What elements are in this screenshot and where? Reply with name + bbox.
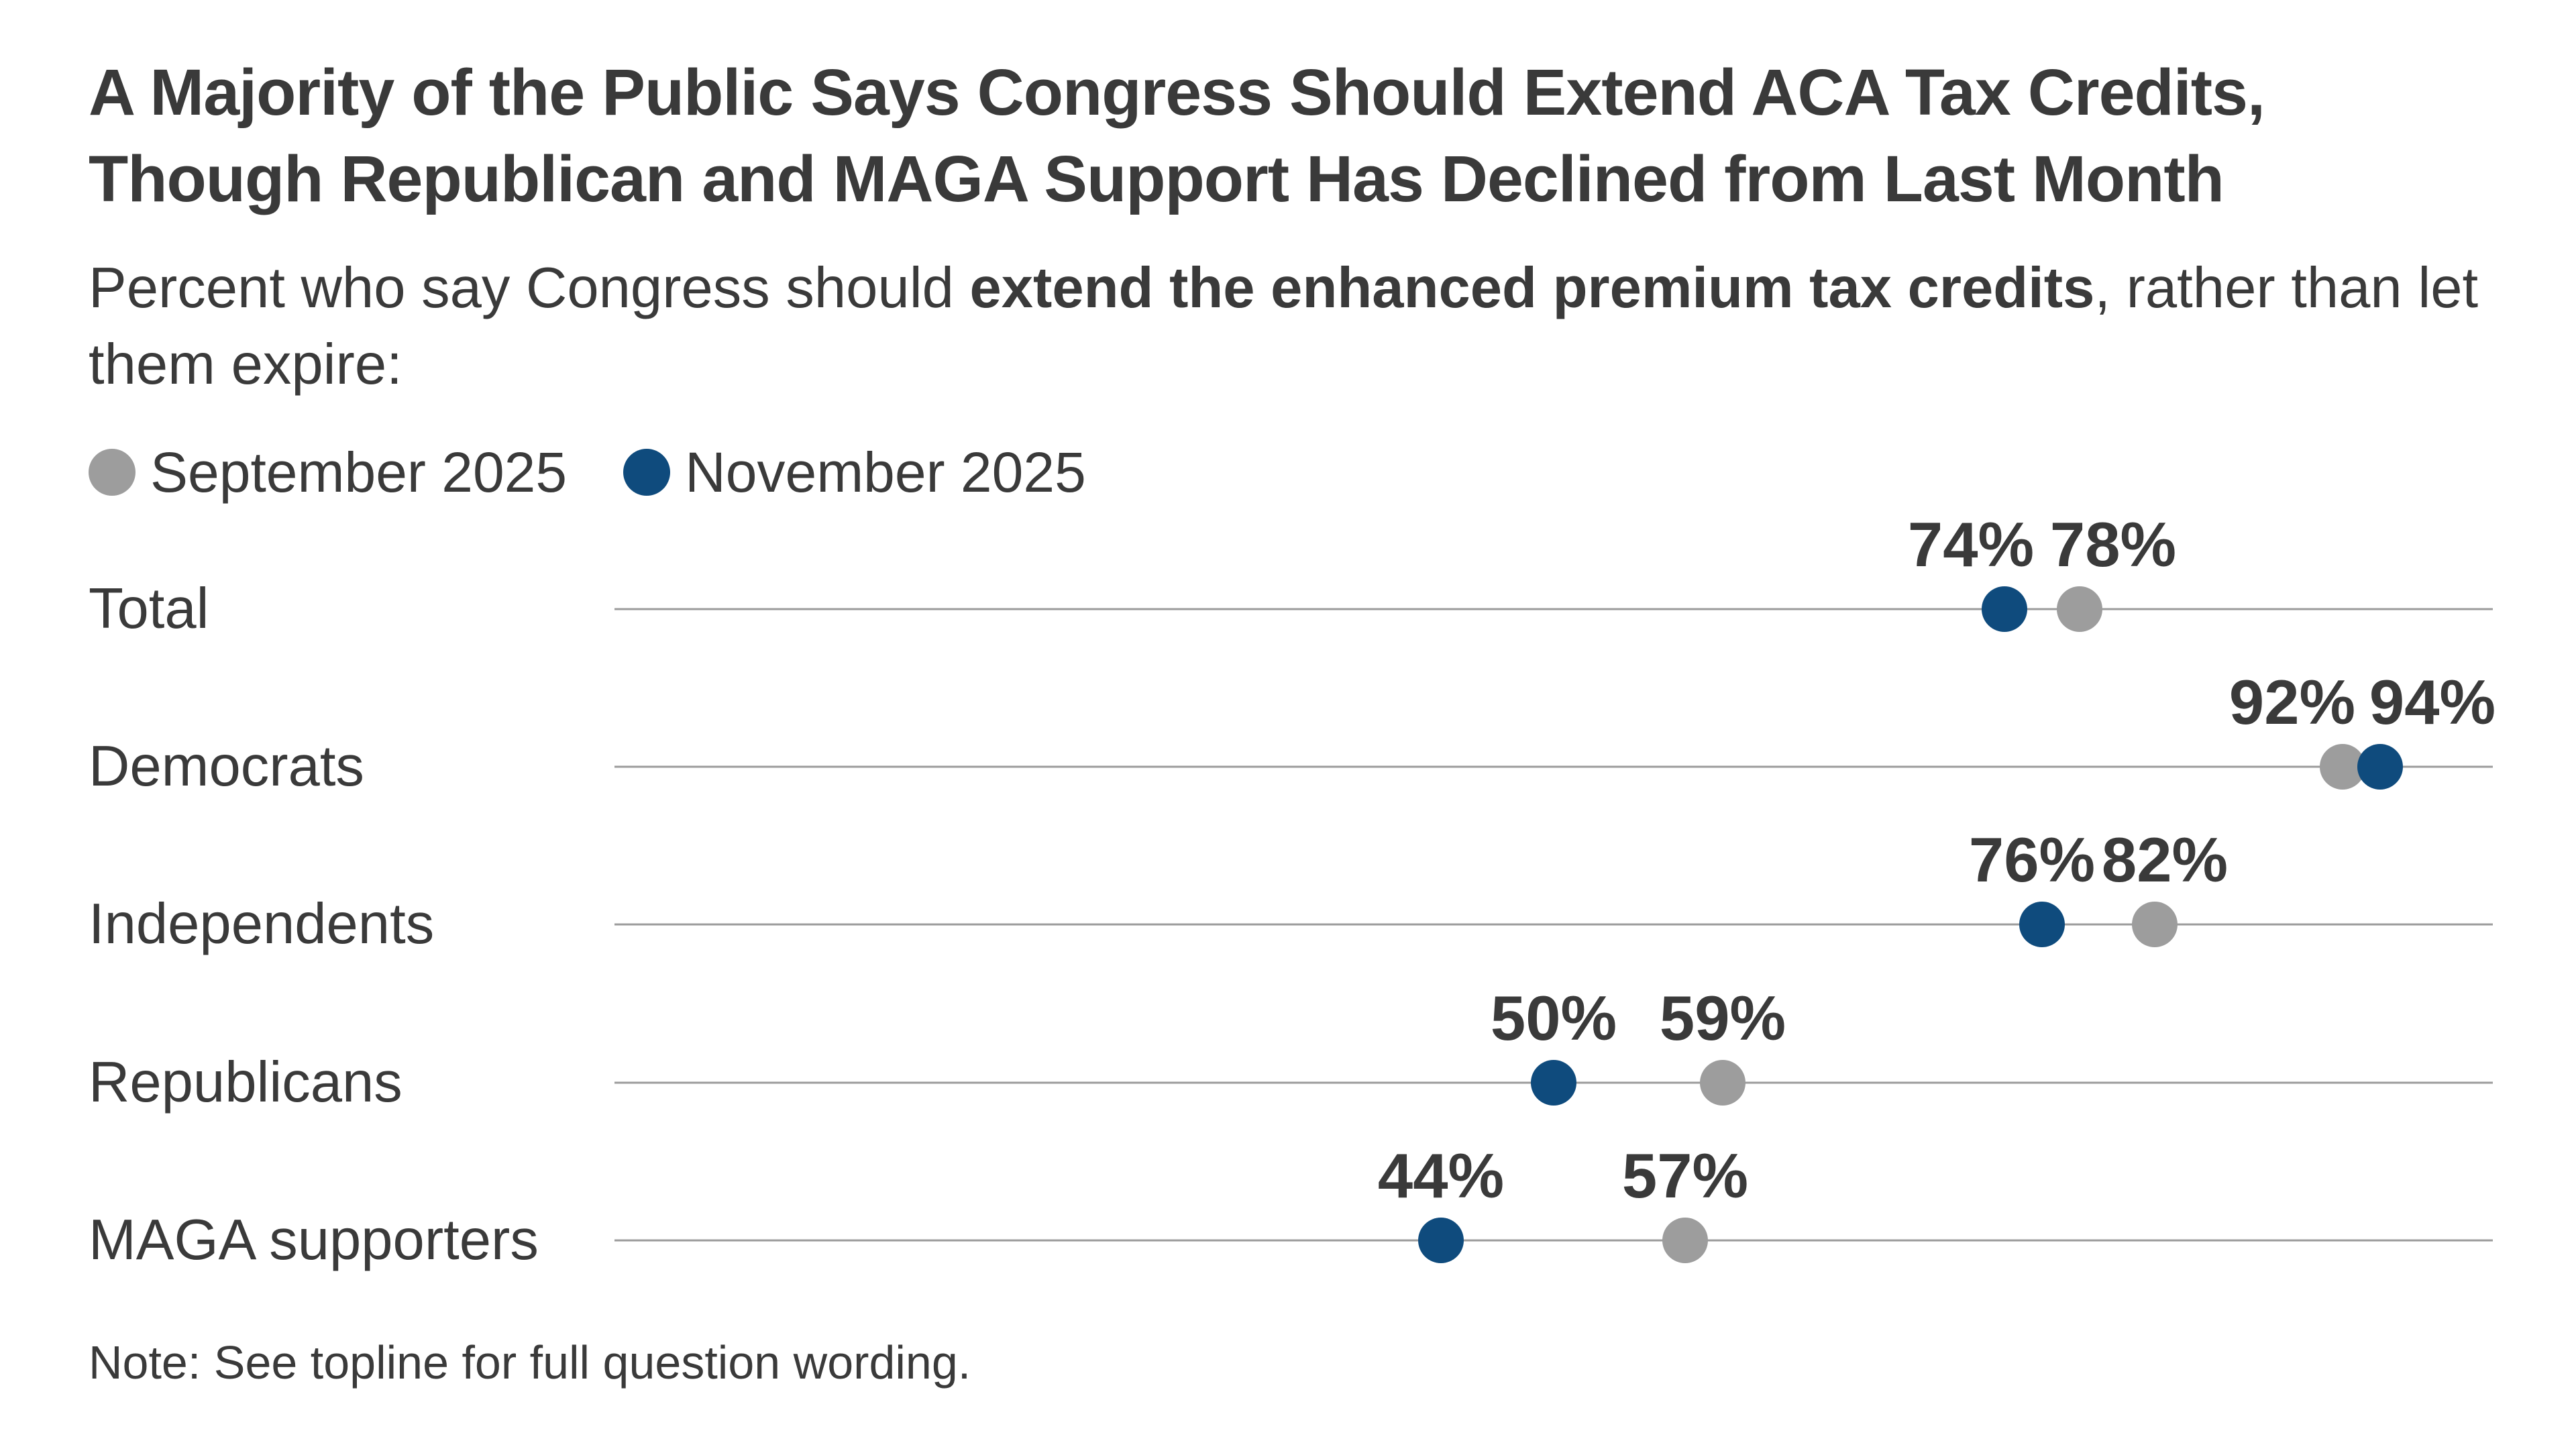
row-plot: 59% 50% bbox=[614, 987, 2493, 1162]
september-dot-icon bbox=[89, 449, 136, 496]
november-value-label: 50% bbox=[1490, 983, 1617, 1053]
category-label: Total bbox=[89, 577, 209, 641]
legend-item-september: September 2025 bbox=[89, 444, 567, 500]
category-label: MAGA supporters bbox=[89, 1208, 539, 1272]
november-value-label: 94% bbox=[2369, 667, 2496, 737]
legend: September 2025 November 2025 bbox=[89, 434, 1086, 511]
chart-row-independents: Independents 82% 76% bbox=[0, 828, 2576, 1004]
row-plot: 82% 76% bbox=[614, 828, 2493, 1004]
row-plot: 57% 44% bbox=[614, 1144, 2493, 1320]
chart-title-line1: A Majority of the Public Says Congress S… bbox=[89, 56, 2265, 129]
november-data-dot bbox=[1982, 586, 2027, 632]
september-value-label: 57% bbox=[1621, 1140, 1749, 1211]
september-data-dot bbox=[1662, 1218, 1708, 1263]
chart-subtitle: Percent who say Congress should extend t… bbox=[89, 250, 2490, 403]
november-dot-icon bbox=[623, 449, 671, 496]
legend-label-november: November 2025 bbox=[685, 441, 1086, 504]
row-plot: 92% 94% bbox=[614, 671, 2496, 846]
category-label: Democrats bbox=[89, 735, 364, 798]
chart-title-line2: Though Republican and MAGA Support Has D… bbox=[89, 142, 2224, 215]
november-value-label: 44% bbox=[1377, 1140, 1505, 1211]
subtitle-bold-segment: extend the enhanced premium tax credits bbox=[969, 256, 2095, 320]
chart-row-total: Total 78% 74% bbox=[0, 513, 2576, 688]
chart-row-maga-supporters: MAGA supporters 57% 44% bbox=[0, 1144, 2576, 1320]
category-label: Republicans bbox=[89, 1051, 402, 1114]
september-data-dot bbox=[1700, 1060, 1746, 1106]
september-value-label: 59% bbox=[1659, 983, 1786, 1053]
november-data-dot bbox=[2019, 902, 2065, 947]
september-value-label: 78% bbox=[2049, 509, 2177, 580]
axis-line bbox=[614, 1239, 2493, 1242]
footnote: Note: See topline for full question word… bbox=[89, 1336, 971, 1389]
september-data-dot bbox=[2057, 586, 2102, 632]
row-plot: 78% 74% bbox=[614, 513, 2493, 688]
november-data-dot bbox=[1531, 1060, 1576, 1106]
category-label: Independents bbox=[89, 892, 435, 956]
axis-line bbox=[614, 608, 2493, 610]
september-value-label: 82% bbox=[2101, 824, 2229, 895]
november-value-label: 76% bbox=[1968, 824, 2096, 895]
axis-line bbox=[614, 923, 2493, 926]
axis-line bbox=[614, 765, 2493, 768]
subtitle-suffix: , rather than let them expire: bbox=[89, 256, 2479, 396]
november-data-dot bbox=[1418, 1218, 1464, 1263]
november-value-label: 74% bbox=[1907, 509, 2035, 580]
november-data-dot bbox=[2357, 744, 2403, 790]
september-value-label: 92% bbox=[2229, 667, 2356, 737]
september-data-dot bbox=[2132, 902, 2178, 947]
legend-label-september: September 2025 bbox=[150, 441, 568, 504]
chart-row-democrats: Democrats 92% 94% bbox=[0, 671, 2576, 846]
subtitle-prefix: Percent who say Congress should bbox=[89, 256, 970, 320]
chart-row-republicans: Republicans 59% 50% bbox=[0, 987, 2576, 1162]
chart-title: A Majority of the Public Says Congress S… bbox=[89, 49, 2517, 222]
legend-item-november: November 2025 bbox=[623, 444, 1086, 500]
